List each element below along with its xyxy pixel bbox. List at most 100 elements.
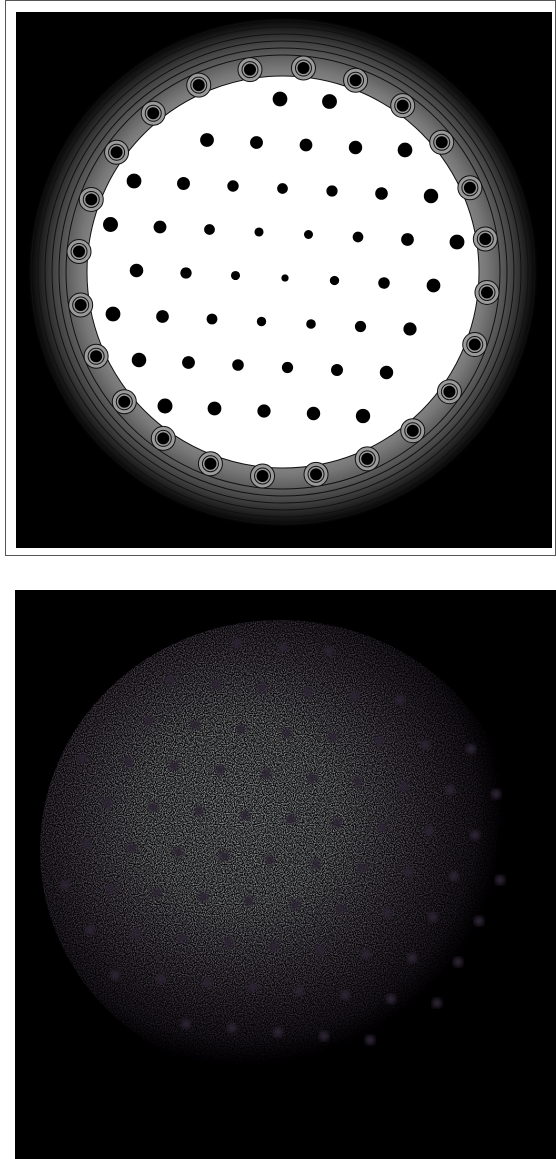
cloud [40,620,520,1080]
vortex [443,386,455,398]
vortex [277,183,288,194]
vortex [90,350,102,362]
vortex [303,687,313,697]
vortex [148,802,158,812]
vortex [282,362,293,373]
page: (() => { const svg = document.getElement… [0,0,556,1159]
vortex [300,139,313,152]
vortex [336,904,346,914]
vortex [60,880,70,890]
vortex [81,839,91,849]
vortex [257,404,270,417]
vortex [466,744,476,754]
vortex [132,353,147,368]
vortex [445,785,455,795]
vortex [324,646,334,656]
vortex [223,937,233,947]
vortex [328,732,338,742]
vortex [315,945,325,955]
vortex [407,953,417,963]
vortex [278,642,288,652]
vortex [177,933,187,943]
vortex [350,74,362,86]
vortex [403,867,413,877]
vortex [424,189,438,203]
vortex [257,683,267,693]
contour-plot [28,17,538,527]
vortex [273,92,288,107]
vortex [382,908,392,918]
vortex [156,974,166,984]
vortex [236,724,246,734]
vortex [479,233,491,245]
vortex [219,851,229,861]
vortex [286,814,296,824]
vortex [154,221,167,234]
vortex [180,267,191,278]
vortex [193,79,205,91]
vortex [227,180,238,191]
vortex [322,94,337,109]
vortex [331,364,343,376]
vortex [157,432,169,444]
vortex [420,740,430,750]
vortex [307,773,317,783]
vortex [282,728,292,738]
vortex [156,310,169,323]
vortex [177,177,190,190]
vortex [469,339,481,351]
vortex [211,679,221,689]
vortex [106,307,121,322]
vortex [182,356,195,369]
vortex [365,1035,375,1045]
vortex [85,193,97,205]
vortex [248,982,258,992]
vortex [198,892,208,902]
vortex [378,277,390,289]
vortex [257,470,269,482]
vortex [449,871,459,881]
vortex [397,100,409,112]
vortex [169,761,179,771]
vortex [332,818,342,828]
vortex [244,64,256,76]
vortex [269,941,279,951]
vortex [453,957,463,967]
vortex [399,781,409,791]
vortex [77,753,87,763]
vortex [424,826,434,836]
vortex [326,185,337,196]
vortex [353,777,363,787]
vortex [386,994,396,1004]
vortex [495,875,505,885]
vortex [432,998,442,1008]
vortex [281,274,288,281]
vortex [106,884,116,894]
vortex [297,62,309,74]
vortex [304,230,313,239]
vortex [204,458,216,470]
vortex [207,314,218,325]
vortex [127,843,137,853]
vortex [254,227,263,236]
density-image [40,620,520,1080]
vortex [357,863,367,873]
vortex [147,107,159,119]
vortex [215,765,225,775]
vortex [194,806,204,816]
vortex [208,402,222,416]
vortex [470,830,480,840]
vortex [240,810,250,820]
vortex [102,798,112,808]
vortex [290,900,300,910]
vortex [118,396,130,408]
vortex [311,859,321,869]
vortex [85,925,95,935]
vortex [330,276,339,285]
core [87,76,479,468]
vortex [265,855,275,865]
vortex [244,896,254,906]
vortex [111,146,123,158]
vortex [231,271,240,280]
vortex [127,174,142,189]
